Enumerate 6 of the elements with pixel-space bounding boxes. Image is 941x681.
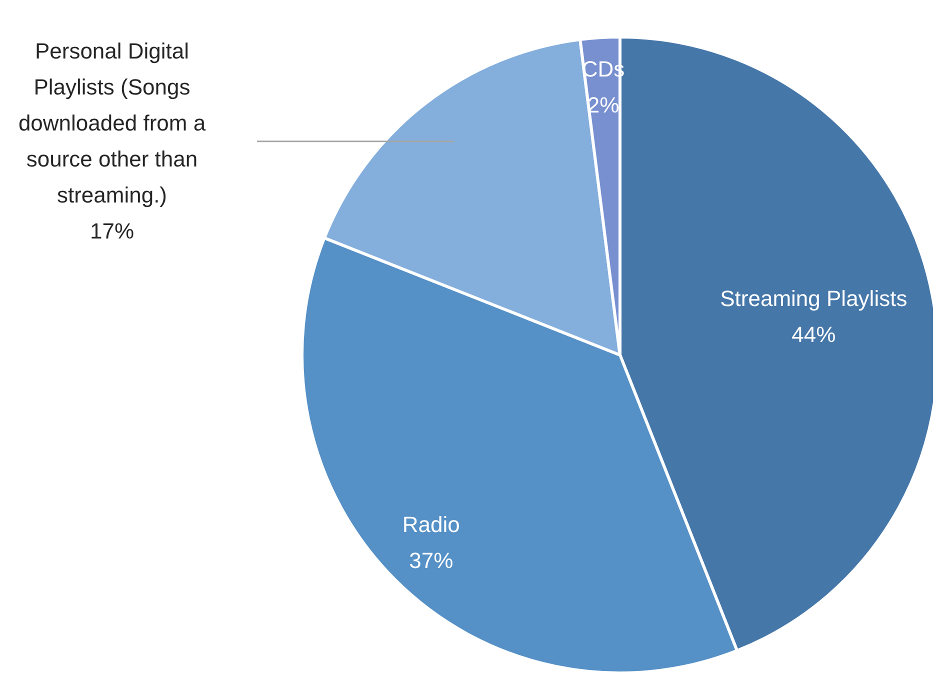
- slice-label: Personal Digital Playlists (Songs downloaded from a source other than streaming.): [18, 38, 206, 208]
- slice-label: Radio: [402, 512, 460, 537]
- data-label: 37%: [409, 548, 454, 573]
- data-label: 44%: [792, 322, 836, 347]
- slice-label: Streaming Playlists: [720, 286, 908, 311]
- data-label: 17%: [90, 218, 134, 244]
